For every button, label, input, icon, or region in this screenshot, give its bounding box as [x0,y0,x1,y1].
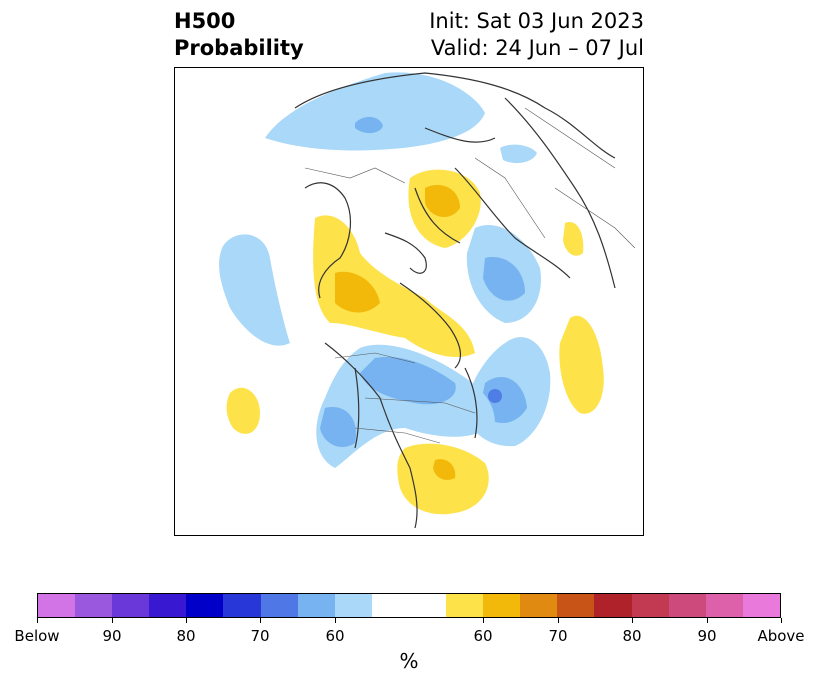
colorbar-tick [558,618,559,623]
colorbar-cell [742,594,780,617]
colorbar-tick [260,618,261,623]
colorbar-cell [297,594,335,617]
region-scandinavia-above-core [425,184,460,218]
date-info: Init: Sat 03 Jun 2023 Valid: 24 Jun – 07… [429,8,644,62]
colorbar-units: % [399,649,419,673]
region-atlantic-below-peak [488,389,502,403]
coastlines [294,72,616,529]
colorbar-cell [446,594,484,617]
colorbar-cell [408,594,447,617]
region-pacific-below [219,234,290,346]
region-southeast-us-above-core [433,459,456,480]
probability-map [174,67,644,536]
colorbar-tick-label: 80 [622,627,642,645]
region-northeast-asia-above [563,222,584,256]
colorbar-cell [112,594,150,617]
region-alaska-above-core [335,271,380,313]
region-western-us-below [320,407,356,448]
valid-range: Valid: 24 Jun – 07 Jul [430,36,644,60]
colorbar-tick [483,618,484,623]
probability-regions [219,72,604,515]
region-siberia-below-core [355,116,383,134]
title-line-variable: H500 [174,9,236,33]
colorbar-cell [594,594,632,617]
colorbar-cell [557,594,595,617]
colorbar-cell [75,594,113,617]
colorbar-tick-label: 60 [473,627,493,645]
region-east-siberia-below [500,144,537,164]
colorbar-tick-label: Below [14,627,60,645]
colorbar-cell [334,594,372,617]
title-line-type: Probability [174,36,304,60]
colorbar-cell [38,594,76,617]
map-title: H500 Probability [174,8,304,62]
colorbar-tick [186,618,187,623]
colorbar-tick [632,618,633,623]
colorbar-tick-label: 90 [102,627,122,645]
region-east-asia-above [559,315,604,414]
colorbar-cell [186,594,224,617]
colorbar-tick-label: 60 [325,627,345,645]
colorbar-cell [260,594,298,617]
colorbar-tick-label: 90 [697,627,717,645]
colorbar-cell [631,594,669,617]
colorbar-cell [520,594,558,617]
borders [304,107,636,444]
region-alaska-above [313,215,475,358]
colorbar-tick [707,618,708,623]
colorbar-tick [112,618,113,623]
region-pacific-above [226,387,260,434]
map-svg [219,72,636,529]
region-north-america-below-core [360,357,456,405]
colorbar-cell [149,594,187,617]
colorbar-tick [781,618,782,623]
colorbar-cell [483,594,521,617]
colorbar-tick [335,618,336,623]
colorbar-cell [223,594,261,617]
colorbar-tick [37,618,38,623]
colorbar-cell [371,594,409,617]
colorbar-tick-label: 80 [176,627,196,645]
region-russia-below-core [483,257,525,301]
init-date: Init: Sat 03 Jun 2023 [429,9,644,33]
colorbar-cell [668,594,706,617]
colorbar-tick-label: 70 [250,627,270,645]
region-siberia-below [265,72,485,151]
colorbar [37,593,781,618]
colorbar-cell [705,594,743,617]
colorbar-tick-label: Above [757,627,805,645]
colorbar-tick-label: 70 [548,627,568,645]
